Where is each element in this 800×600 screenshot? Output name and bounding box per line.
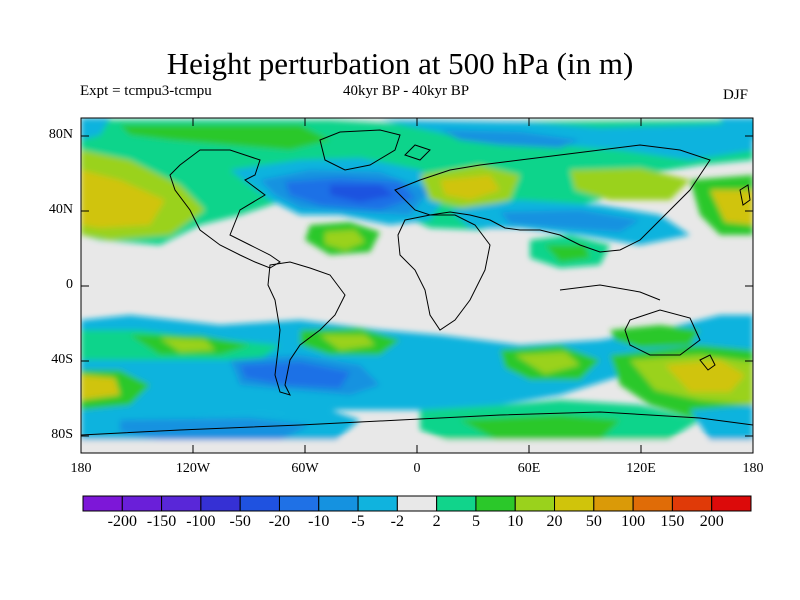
colorbar-label: 200 (699, 513, 724, 530)
colorbar-label: 5 (471, 513, 480, 530)
contour-field (81, 118, 753, 453)
colorbar-label: 50 (585, 513, 602, 530)
colorbar-swatch (396, 495, 438, 512)
lon-label: 60W (291, 461, 319, 476)
colorbar-swatch (711, 495, 752, 512)
lat-label: 80S (51, 427, 73, 442)
colorbar-label: -20 (268, 513, 291, 530)
colorbar-label: -50 (229, 513, 251, 530)
colorbar-swatch (632, 495, 673, 512)
coastlines (81, 129, 753, 436)
lon-label: 180 (742, 461, 764, 476)
lon-label: 120E (626, 461, 656, 476)
lat-label: 40N (48, 202, 73, 217)
colorbar-label: 100 (621, 513, 646, 530)
colorbar-label: 150 (660, 513, 685, 530)
colorbar-swatch (278, 495, 320, 512)
colorbar-swatch (671, 495, 713, 512)
lat-label: 0 (66, 277, 73, 292)
lat-label: 40S (51, 352, 73, 367)
axis-ticks (81, 118, 753, 453)
colorbar-label: -10 (308, 513, 330, 530)
colorbar-label: 2 (432, 513, 441, 530)
colorbar-swatch (554, 495, 595, 512)
map-title: Height perturbation at 500 hPa (in m) (166, 46, 634, 81)
colorbar-label: -2 (390, 513, 404, 530)
colorbar-swatch (514, 495, 556, 512)
colorbar (82, 495, 752, 512)
colorbar-swatch (82, 495, 123, 512)
colorbar-swatch (436, 495, 477, 512)
colorbar-swatch (239, 495, 280, 512)
lat-label: 80N (48, 127, 73, 142)
season-label: DJF (723, 87, 749, 103)
colorbar-label: -150 (146, 513, 177, 530)
colorbar-swatch (121, 495, 163, 512)
colorbar-label: -100 (186, 513, 216, 530)
period-label: 40kyr BP - 40kyr BP (343, 83, 470, 99)
colorbar-swatch (318, 495, 359, 512)
colorbar-label: 10 (507, 513, 524, 530)
lon-label: 120W (175, 461, 211, 476)
colorbar-swatch (593, 495, 634, 512)
colorbar-label: -200 (107, 513, 137, 530)
lon-label: 0 (413, 461, 421, 476)
colorbar-swatch (200, 495, 241, 512)
colorbar-swatch (475, 495, 516, 512)
lon-label: 180 (70, 461, 92, 476)
colorbar-swatch (357, 495, 398, 512)
experiment-label: Expt = tcmpu3-tcmpu (80, 83, 212, 99)
colorbar-label: 20 (546, 513, 563, 530)
lon-label: 60E (517, 461, 541, 476)
colorbar-label: -5 (351, 513, 365, 530)
colorbar-swatch (161, 495, 202, 512)
